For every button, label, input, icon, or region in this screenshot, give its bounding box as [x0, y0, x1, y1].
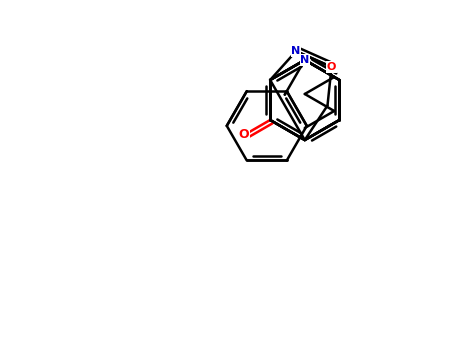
Text: O: O: [239, 128, 249, 141]
Text: N: N: [292, 46, 301, 56]
Text: O: O: [327, 62, 336, 72]
Text: N: N: [300, 55, 309, 65]
